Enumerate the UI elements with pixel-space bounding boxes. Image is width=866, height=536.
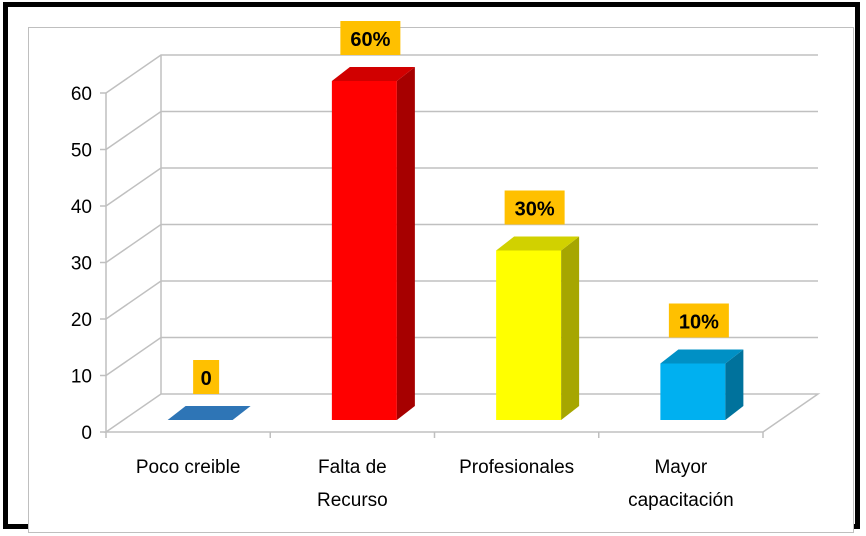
chart-floor bbox=[103, 393, 821, 433]
y-tick-label: 20 bbox=[71, 310, 92, 331]
data-label: 60% bbox=[350, 29, 390, 51]
x-tick-label: Recurso bbox=[317, 490, 388, 511]
data-label-box bbox=[668, 303, 729, 338]
x-tick-label: Poco creible bbox=[136, 457, 241, 478]
data-label-box bbox=[193, 360, 220, 394]
y-tick-label: 10 bbox=[71, 367, 92, 388]
x-tick-label: capacitación bbox=[628, 490, 734, 511]
bar-top-face bbox=[660, 349, 744, 364]
bar-front-face bbox=[331, 81, 397, 420]
x-tick-label: Mayor bbox=[654, 457, 707, 478]
gridline bbox=[105, 167, 818, 207]
bar-top-face bbox=[331, 67, 415, 81]
data-label: 0 bbox=[201, 368, 212, 390]
data-label-box bbox=[340, 21, 401, 55]
gridline bbox=[105, 280, 818, 320]
gridline bbox=[105, 223, 818, 264]
bar-flat-face bbox=[167, 406, 251, 420]
bar-front-face bbox=[496, 250, 562, 420]
bar bbox=[660, 349, 744, 420]
gridline bbox=[105, 110, 818, 151]
bar bbox=[331, 67, 415, 420]
data-label: 30% bbox=[515, 199, 555, 221]
bar bbox=[167, 406, 251, 420]
bar-side-face bbox=[725, 349, 744, 420]
data-label: 10% bbox=[679, 312, 719, 334]
bar-top-face bbox=[496, 236, 580, 251]
x-tick-label: Falta de bbox=[318, 457, 387, 478]
y-tick-label: 0 bbox=[81, 423, 92, 444]
x-tick-label: Profesionales bbox=[459, 457, 574, 478]
y-tick-label: 40 bbox=[71, 197, 92, 218]
bar-front-face bbox=[660, 363, 726, 420]
gridline bbox=[105, 336, 818, 377]
y-tick-label: 60 bbox=[71, 84, 92, 105]
data-label-box bbox=[504, 190, 565, 225]
y-tick-label: 50 bbox=[71, 141, 92, 162]
bar-side-face bbox=[396, 67, 415, 420]
bar-side-face bbox=[561, 236, 580, 420]
gridline bbox=[105, 54, 818, 94]
y-tick-label: 30 bbox=[71, 254, 92, 275]
bar bbox=[496, 236, 580, 420]
